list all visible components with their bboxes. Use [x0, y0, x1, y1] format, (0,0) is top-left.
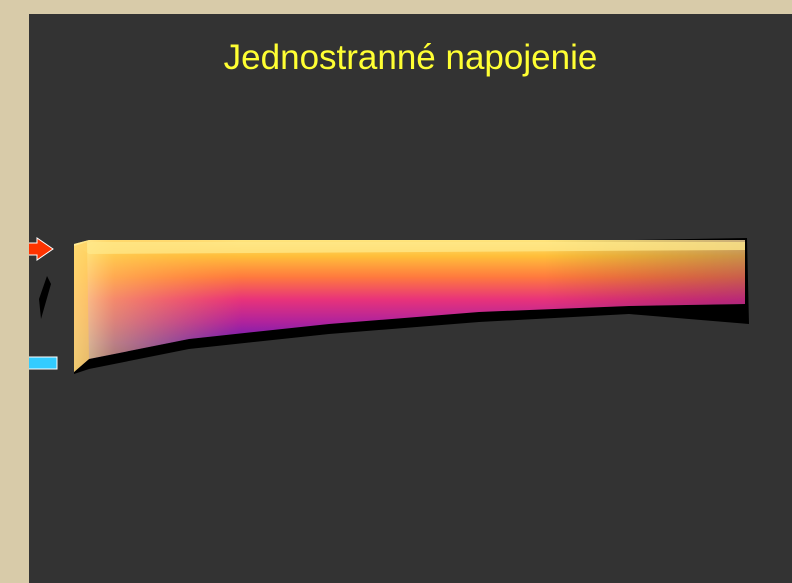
- slide-title: Jednostranné napojenie: [223, 38, 598, 77]
- left-edge-shadow: [39, 276, 51, 319]
- radiator-top-manifold: [77, 242, 745, 254]
- return-arrow-icon: [29, 356, 58, 370]
- supply-arrow-icon: [29, 237, 54, 261]
- slide: Jednostranné napojenie: [29, 14, 792, 583]
- radiator-thermogram: [39, 238, 749, 374]
- radiator-cool-zone: [74, 240, 745, 372]
- radiator-inlet-column: [74, 242, 89, 372]
